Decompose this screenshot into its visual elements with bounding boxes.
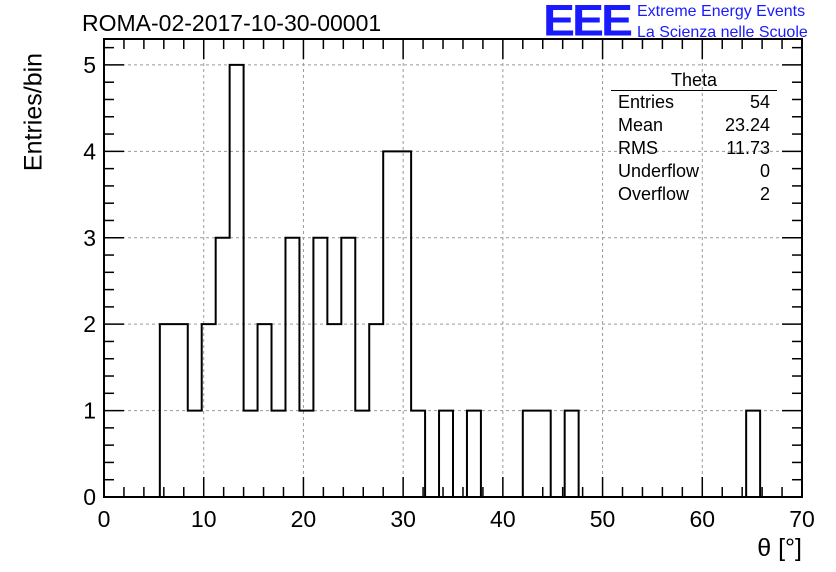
x-tick-label: 70 [789,506,815,532]
stats-row-mean: Mean 23.24 [611,114,777,137]
axis-ticks [103,39,803,498]
x-tick-label: 20 [291,506,317,532]
stats-value: 2 [759,184,770,204]
stats-row-underflow: Underflow 0 [611,160,777,183]
y-tick-label: 1 [83,398,96,424]
x-axis-label: θ [°] [757,534,802,562]
stats-value: 11.73 [726,138,770,158]
stats-row-rms: RMS 11.73 [611,137,777,160]
stats-row-overflow: Overflow 2 [611,183,777,206]
y-tick-label: 3 [83,225,96,251]
stats-box: Theta Entries 54 Mean 23.24 RMS 11.73 Un… [611,70,777,206]
y-axis-label: Entries/bin [19,52,48,172]
y-tick-label: 4 [83,138,96,164]
stats-value: 54 [749,92,770,112]
plot-frame [103,38,803,498]
x-tick-label: 40 [490,506,516,532]
chart-title: ROMA-02-2017-10-30-00001 [82,10,382,36]
y-tick-label: 0 [83,484,96,510]
stats-label: Overflow [618,184,690,204]
stats-value: 0 [759,161,770,181]
stats-label: Entries [618,92,675,112]
stats-row-entries: Entries 54 [611,91,777,114]
brand-line-1: Extreme Energy Events [637,3,806,20]
x-tick-label: 30 [390,506,416,532]
brand-line-2: La Scienza nelle Scuole [637,24,808,41]
y-tick-label: 5 [83,52,96,78]
x-tick-label: 60 [689,506,715,532]
stats-label: Underflow [618,161,700,181]
stats-value: 23.24 [724,115,770,135]
stats-title: Theta [611,70,777,91]
x-tick-label: 50 [590,506,616,532]
stats-label: RMS [618,138,658,158]
x-tick-label: 10 [191,506,217,532]
stats-label: Mean [618,115,664,135]
y-tick-label: 2 [83,311,96,337]
eee-logo: EEE [543,0,633,46]
x-tick-label: 0 [98,506,111,532]
